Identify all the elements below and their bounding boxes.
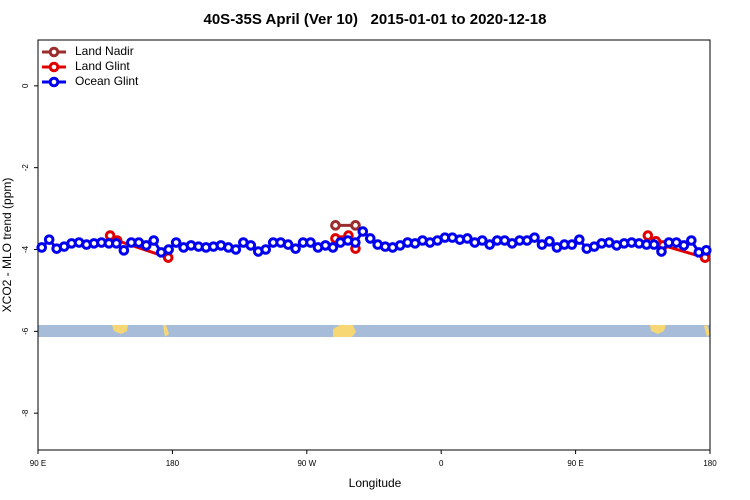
data-point <box>148 235 160 246</box>
legend-marker <box>48 46 60 58</box>
data-point <box>282 239 294 250</box>
data-point <box>170 237 182 248</box>
data-point <box>656 246 667 257</box>
x-tick-label: 90 W <box>297 459 316 468</box>
data-point <box>260 244 272 255</box>
x-tick-label: 90 E <box>30 459 46 468</box>
legend-marker <box>48 76 60 88</box>
data-point <box>529 232 540 243</box>
data-point <box>476 235 488 246</box>
y-tick-label: -8 <box>21 409 30 417</box>
data-point <box>566 239 578 250</box>
legend-label: Land Glint <box>75 59 130 73</box>
data-point <box>118 245 130 256</box>
y-tick-label: -2 <box>21 164 30 172</box>
data-point <box>290 243 301 254</box>
data-point <box>357 226 369 237</box>
data-point <box>642 230 654 241</box>
x-tick-label: 90 E <box>567 459 583 468</box>
y-tick-label: -6 <box>21 327 30 335</box>
map-strip <box>38 325 710 337</box>
data-point <box>686 235 697 246</box>
data-point <box>700 245 712 256</box>
data-point <box>230 244 242 255</box>
legend-label: Ocean Glint <box>75 74 139 88</box>
data-point <box>574 234 585 245</box>
data-point <box>648 239 660 250</box>
data-point <box>678 240 690 251</box>
data-point <box>462 233 473 244</box>
legend-label: Land Nadir <box>75 44 134 58</box>
y-axis-label: XCO2 - MLO trend (ppm) <box>0 178 14 313</box>
data-point <box>36 242 48 253</box>
data-point <box>327 242 339 253</box>
legend-marker <box>48 61 60 73</box>
y-tick-label: -4 <box>21 245 30 253</box>
data-point <box>245 240 257 251</box>
data-point <box>350 220 361 231</box>
data-point <box>111 238 122 249</box>
x-axis-label: Longitude <box>349 476 402 490</box>
data-point <box>544 236 555 247</box>
x-tick-label: 180 <box>703 459 717 468</box>
data-point <box>43 234 55 245</box>
x-tick-label: 180 <box>166 459 180 468</box>
data-point <box>364 233 376 244</box>
data-point <box>163 244 174 255</box>
data-point <box>350 237 361 248</box>
y-tick-label: 0 <box>21 83 30 88</box>
chart-title: 40S-35S April (Ver 10) 2015-01-01 to 202… <box>204 11 547 28</box>
data-point <box>140 240 152 251</box>
data-point <box>484 239 496 250</box>
data-point <box>330 220 341 231</box>
x-tick-label: 0 <box>439 459 444 468</box>
data-point <box>305 237 316 248</box>
